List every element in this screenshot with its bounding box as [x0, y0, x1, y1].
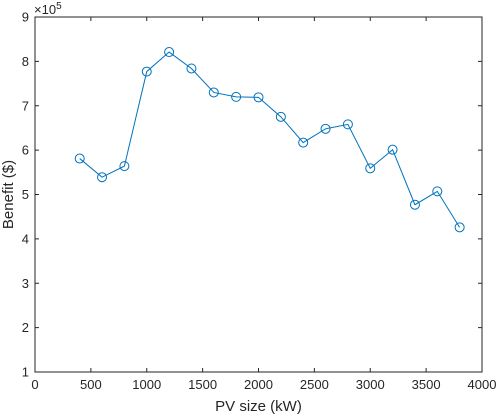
data-point — [119, 161, 130, 172]
data-point — [186, 63, 197, 74]
y-axis-title: Benefit ($) — [0, 160, 17, 229]
data-point — [432, 186, 443, 197]
x-tick-label: 1500 — [188, 377, 217, 392]
plot-area — [34, 16, 483, 373]
data-point — [97, 172, 108, 183]
data-point — [298, 137, 309, 148]
plot-box — [34, 16, 483, 373]
data-point — [409, 199, 420, 210]
y-axis-multiplier-base: ×10 — [34, 2, 56, 17]
x-tick-label: 2000 — [244, 377, 273, 392]
y-tick-label: 9 — [22, 10, 29, 25]
x-tick-label: 3000 — [356, 377, 385, 392]
data-point — [253, 92, 264, 103]
y-tick-label: 3 — [22, 276, 29, 291]
series-benefit — [74, 47, 465, 233]
x-axis-title: PV size (kW) — [215, 398, 302, 415]
data-point — [342, 119, 353, 130]
data-point — [454, 222, 465, 233]
x-axis: 0 500 1000 1500 2000 2500 3000 3500 4000 — [31, 17, 496, 392]
y-tick-label: 4 — [22, 231, 29, 246]
data-point — [231, 91, 242, 102]
y-tick-label: 6 — [22, 143, 29, 158]
y-axis-multiplier-exponent: 5 — [56, 1, 62, 12]
y-tick-label: 8 — [22, 54, 29, 69]
data-point — [320, 123, 331, 134]
data-point — [141, 66, 152, 77]
data-point — [365, 163, 376, 174]
y-tick-label: 7 — [22, 98, 29, 113]
x-tick-label: 500 — [80, 377, 102, 392]
data-point — [74, 153, 85, 164]
x-tick-label: 2500 — [300, 377, 329, 392]
y-tick-label: 1 — [22, 365, 29, 380]
x-tick-label: 0 — [31, 377, 38, 392]
x-tick-label: 1000 — [132, 377, 161, 392]
y-axis: 1 2 3 4 5 6 7 8 9 — [22, 10, 482, 380]
y-tick-label: 2 — [22, 320, 29, 335]
y-tick-label: 5 — [22, 187, 29, 202]
data-point — [387, 144, 398, 155]
data-point — [208, 87, 219, 98]
data-point — [275, 111, 286, 122]
x-tick-label: 4000 — [468, 377, 497, 392]
x-tick-label: 3500 — [412, 377, 441, 392]
data-point — [164, 47, 175, 58]
y-axis-multiplier: ×105 — [34, 1, 62, 17]
series-line — [79, 51, 461, 228]
